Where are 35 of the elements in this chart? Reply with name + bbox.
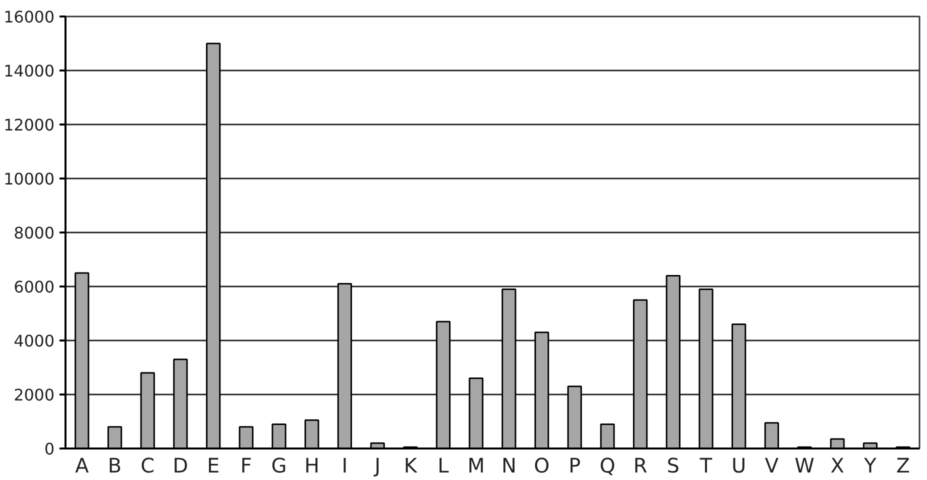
x-tick-label: E [206, 454, 220, 478]
x-tick-label: G [271, 454, 287, 478]
x-tick-label: S [666, 454, 680, 478]
x-tick-label: V [764, 454, 779, 478]
y-tick-label: 16000 [4, 8, 55, 26]
x-tick-label: C [140, 454, 155, 478]
x-tick-label: R [633, 454, 648, 478]
x-tick-label: W [794, 454, 815, 478]
x-tick-label: A [75, 454, 90, 478]
x-tick-label: F [240, 454, 252, 478]
x-tick-label: L [438, 454, 450, 478]
x-tick-label: M [467, 454, 485, 478]
x-tick-label: Y [863, 454, 878, 478]
x-tick-label: O [534, 454, 550, 478]
x-tick-label: T [698, 454, 713, 478]
y-tick-label: 10000 [4, 170, 55, 188]
y-tick-label: 2000 [14, 386, 54, 404]
x-tick-label: K [404, 454, 418, 478]
x-tick-label: I [342, 454, 348, 478]
x-tick-label: J [372, 454, 380, 478]
y-tick-label: 8000 [14, 224, 54, 242]
y-tick-label: 14000 [4, 62, 55, 80]
x-tick-label: Z [896, 454, 910, 478]
x-tick-label: X [830, 454, 845, 478]
x-tick-label: H [304, 454, 320, 478]
x-tick-label: N [501, 454, 516, 478]
x-tick-label: D [172, 454, 188, 478]
y-tick-label: 0 [44, 440, 55, 458]
x-tick-label: U [732, 454, 746, 478]
x-tick-label: Q [600, 454, 616, 478]
x-tick-label: B [108, 454, 122, 478]
y-tick-label: 12000 [4, 116, 55, 134]
y-tick-label: 6000 [14, 278, 54, 296]
x-tick-label: P [568, 454, 581, 478]
y-tick-label: 4000 [14, 332, 54, 350]
